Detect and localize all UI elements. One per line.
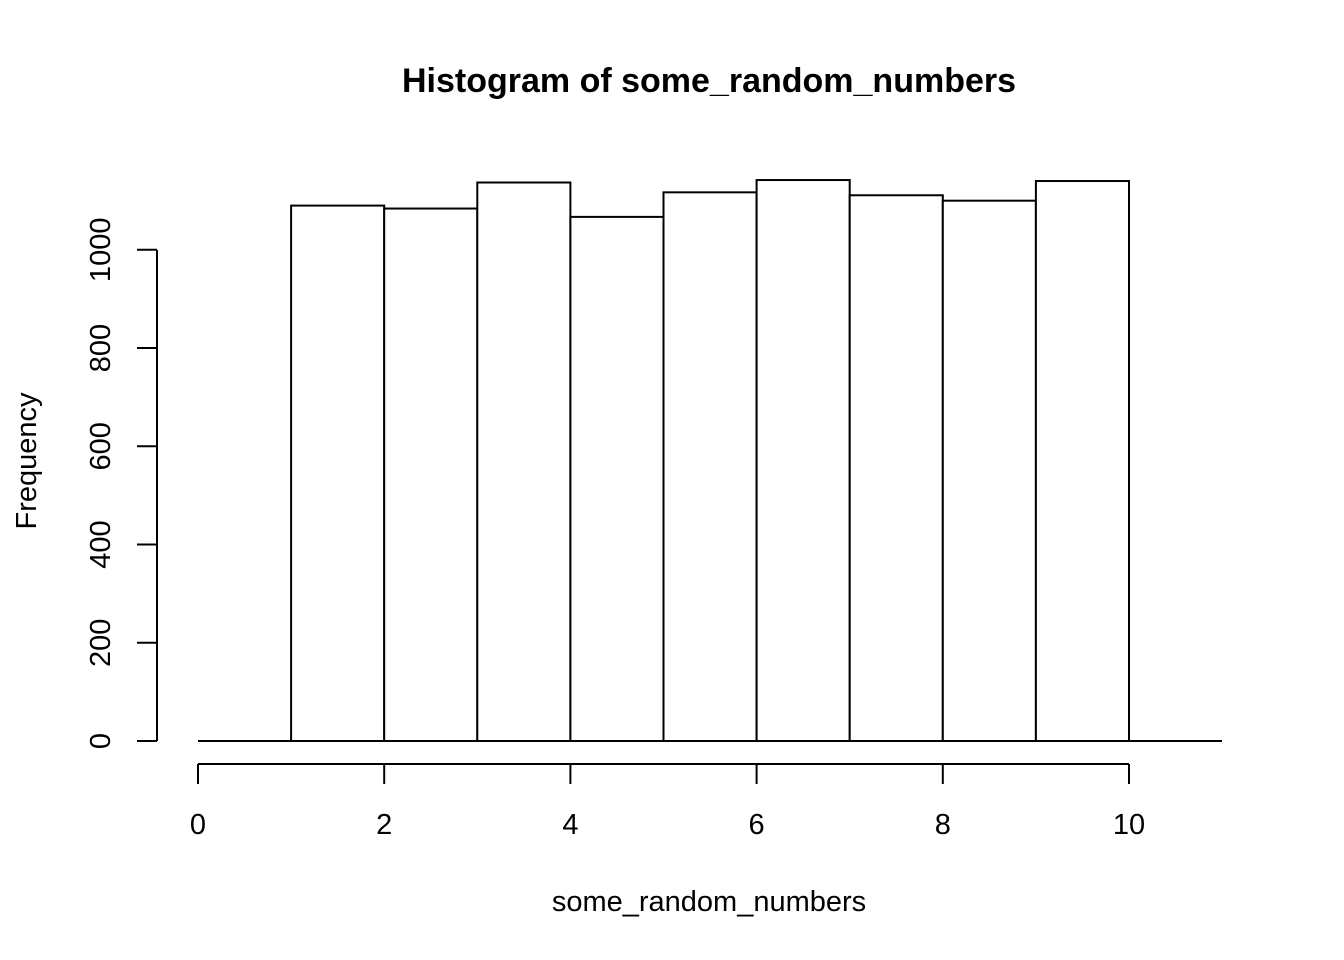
x-axis-ticks: 0 2 4 6 8 10 — [190, 764, 1145, 841]
y-tick-label: 400 — [85, 520, 117, 568]
histogram-bar-3 — [476, 181, 572, 742]
bar-layer — [290, 179, 1131, 743]
chart-title: Histogram of some_random_numbers — [402, 62, 1016, 100]
y-tick-label: 600 — [85, 422, 117, 470]
histogram-bar-7 — [848, 194, 944, 742]
y-axis-ticks: 0 200 400 600 800 1000 — [85, 218, 157, 749]
x-tick-label: 6 — [749, 809, 765, 841]
y-axis-label: Frequency — [11, 392, 43, 530]
x-tick-label: 2 — [376, 809, 392, 841]
x-tick-label: 0 — [190, 809, 206, 841]
histogram-bar-6 — [755, 179, 851, 742]
histogram-bar-5 — [662, 191, 758, 743]
y-tick-label: 800 — [85, 324, 117, 372]
x-axis-label: some_random_numbers — [552, 886, 866, 918]
histogram-bar-9 — [1034, 180, 1131, 743]
y-tick-label: 200 — [85, 619, 117, 667]
histogram-bar-2 — [383, 207, 479, 743]
histogram-bar-4 — [569, 215, 665, 743]
histogram-bar-8 — [941, 199, 1037, 742]
y-tick-label: 1000 — [85, 218, 117, 283]
x-tick-label: 8 — [935, 809, 951, 841]
x-tick-label: 4 — [562, 809, 578, 841]
x-tick-label: 10 — [1113, 809, 1145, 841]
histogram-bar-1 — [290, 204, 386, 743]
y-tick-label: 0 — [85, 733, 117, 749]
